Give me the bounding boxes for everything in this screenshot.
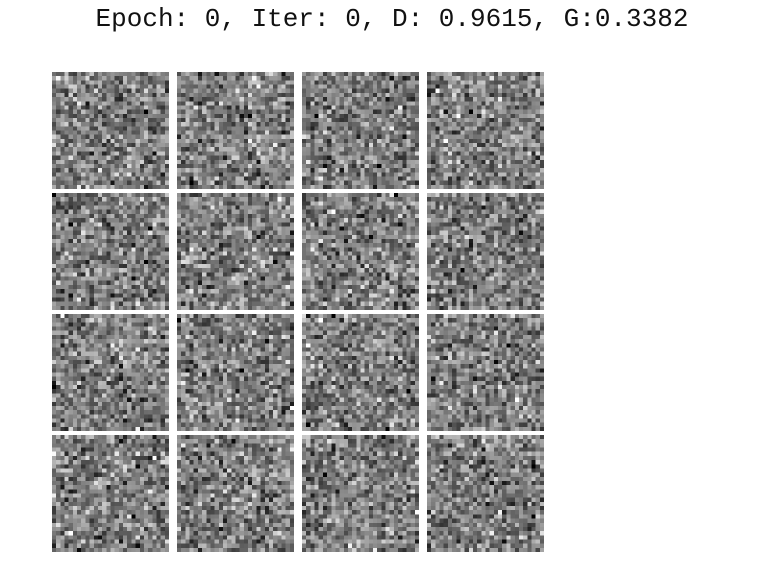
sample-tile-2-2 [302,314,419,431]
sample-tile-1-2 [302,193,419,310]
sample-tile-3-2 [302,435,419,552]
sample-tile-0-2 [302,72,419,189]
sample-tile-3-0 [52,435,169,552]
generated-samples-grid [52,72,544,553]
sample-tile-2-3 [427,314,544,431]
sample-tile-2-0 [52,314,169,431]
sample-tile-3-1 [177,435,294,552]
sample-tile-2-1 [177,314,294,431]
sample-tile-0-3 [427,72,544,189]
sample-tile-1-3 [427,193,544,310]
training-status-title: Epoch: 0, Iter: 0, D: 0.9615, G:0.3382 [95,4,689,34]
sample-tile-1-1 [177,193,294,310]
sample-tile-0-0 [52,72,169,189]
sample-tile-3-3 [427,435,544,552]
sample-tile-0-1 [177,72,294,189]
sample-tile-1-0 [52,193,169,310]
